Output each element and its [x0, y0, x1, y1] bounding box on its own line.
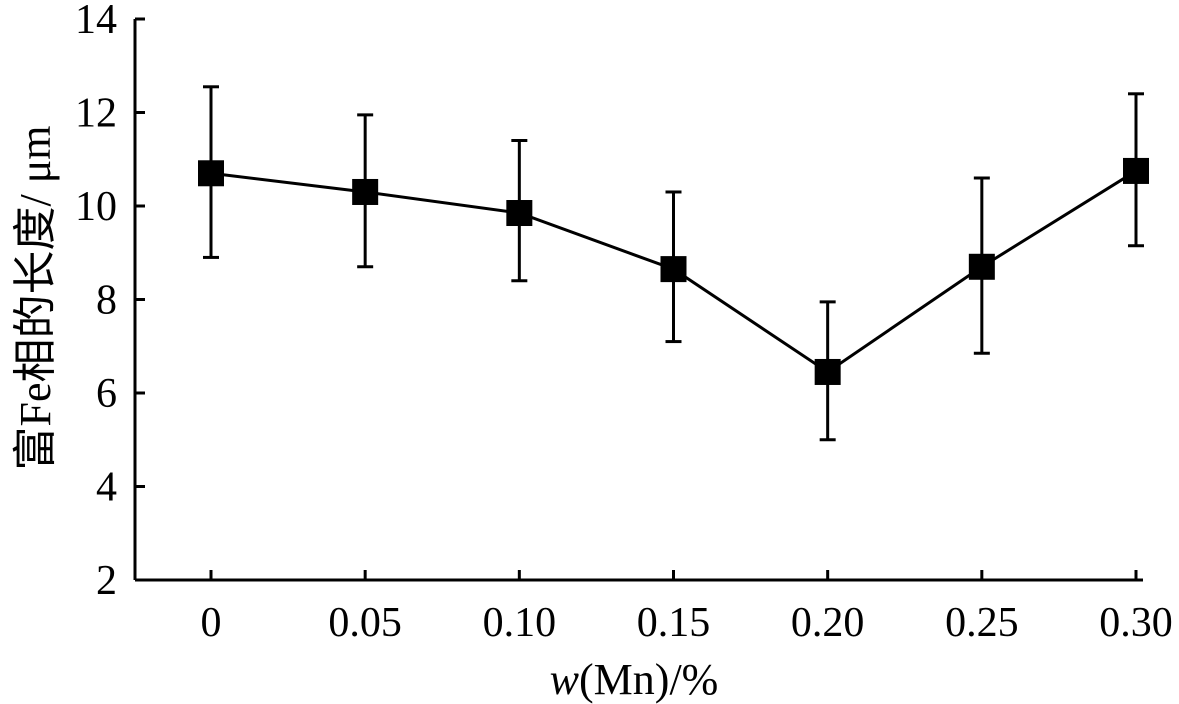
y-tick-label: 4 [96, 465, 117, 511]
data-point-marker [1123, 157, 1149, 184]
y-tick-label: 12 [75, 91, 117, 137]
x-ticks: 0 0.05 0.10 0.15 0.20 0.25 0.30 [201, 570, 1173, 646]
x-tick-label: 0.25 [945, 600, 1019, 646]
data-point-marker [506, 200, 533, 227]
data-point-marker [198, 160, 224, 187]
x-tick-label: 0.15 [637, 600, 711, 646]
axes [133, 19, 1143, 582]
y-axis-label: 富Fe相的长度/ μm [11, 125, 60, 470]
plot-area [198, 85, 1149, 442]
data-point-marker [814, 358, 841, 385]
x-tick-label: 0.30 [1099, 600, 1173, 646]
y-ticks: 2 4 6 8 10 12 14 [75, 0, 145, 604]
y-tick-label: 6 [96, 371, 117, 417]
x-tick-label: 0.20 [791, 600, 865, 646]
x-tick-label: 0.05 [328, 600, 402, 646]
y-tick-label: 14 [75, 0, 117, 43]
data-point-marker [660, 256, 687, 283]
y-tick-label: 2 [96, 558, 117, 604]
x-axis-label: w(Mn)/% [550, 655, 719, 704]
data-point-marker [968, 253, 995, 280]
x-tick-label: 0 [201, 600, 222, 646]
y-tick-label: 10 [75, 184, 117, 230]
data-point-marker [352, 178, 379, 205]
y-tick-label: 8 [96, 278, 117, 324]
x-tick-label: 0.10 [483, 600, 557, 646]
